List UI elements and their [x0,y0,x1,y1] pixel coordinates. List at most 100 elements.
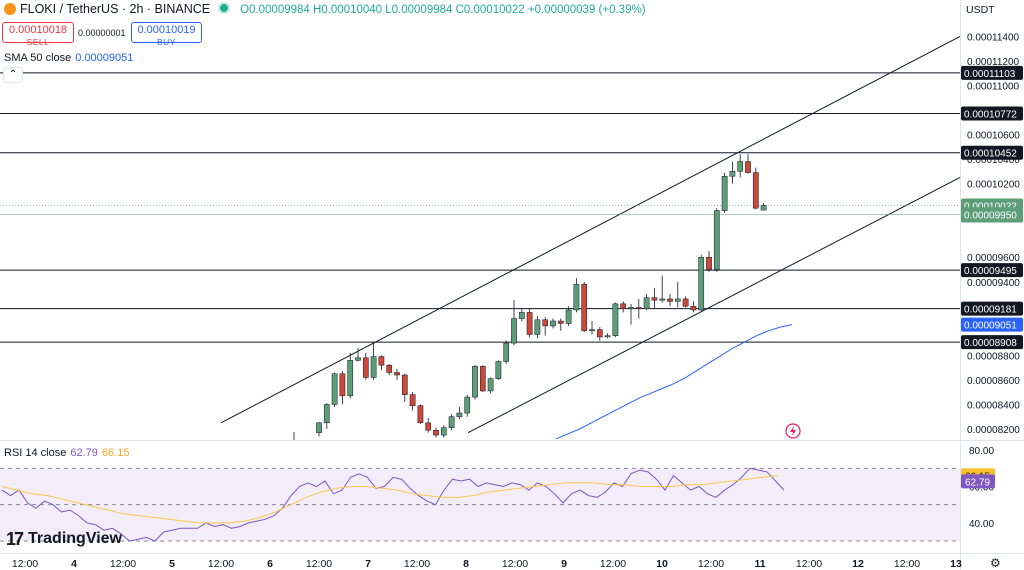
candle-body [378,356,385,366]
price-tick-label: 0.00010600 [967,131,1020,142]
main-pane [0,35,960,440]
candle-body [425,422,432,431]
rsi-ma-value: 66.15 [101,447,130,459]
sell-button[interactable]: 0.00010018 SELL [2,22,74,47]
candle-body [573,283,580,311]
coin-icon [4,3,16,15]
time-tick-label: 11 [754,558,765,570]
candle-body [347,360,354,397]
candle-body [386,364,393,373]
candle-body [401,374,408,395]
price-tick-label: 0.00009600 [967,253,1020,264]
candle-body [433,429,439,436]
sma-label: SMA 50 close [4,52,72,64]
candle-body [659,298,666,301]
candle-body [511,318,517,344]
candle-body [355,357,361,361]
level-price-tag [961,263,1023,278]
level-price-tag [961,301,1023,316]
candle-body [581,283,588,332]
time-tick-label: 7 [365,558,371,570]
candle-body [370,356,377,378]
rsi-tick-label: 40.00 [969,519,994,530]
sma-price-tag [961,317,1023,332]
candle-body [362,357,369,378]
sell-price: 0.00010018 [8,24,68,36]
rsi-value-tag [961,474,995,489]
candle-body [323,404,330,424]
axis-currency[interactable]: USDT [966,4,995,16]
candle-body [456,412,463,417]
level-price-tag [961,145,1023,160]
rsi-legend[interactable]: RSI 14 close 62.79 66.15 [4,447,129,459]
price-tick-label: 0.00011400 [967,32,1020,43]
candle-body [674,298,681,302]
time-tick-label: 12:00 [796,558,822,570]
price-tick-label: 0.00010400 [967,155,1020,166]
time-tick-label: 5 [169,558,175,570]
time-tick-label: 12:00 [698,558,724,570]
candle-body [589,329,595,332]
level-price-label: 0.00009495 [964,266,1017,277]
buy-price: 0.00010019 [137,24,196,36]
level-price-label: 0.00009181 [964,305,1017,316]
bid-price-label: 0.00009950 [964,210,1017,221]
symbol-header[interactable]: FLOKI / TetherUS · 2h · BINANCE O0.000099… [0,0,646,18]
candle-body [752,172,759,209]
channel-upper-line [220,35,960,424]
price-tick-label: 0.00011000 [967,81,1020,92]
sma-legend[interactable]: SMA 50 close 0.00009051 [4,52,133,64]
level-price-label: 0.00008908 [964,338,1017,349]
price-tick-label: 0.00010200 [967,180,1020,191]
tradingview-logo[interactable]: 17 TradingView [6,528,122,550]
candle-body [729,171,736,177]
candle-body [604,335,611,338]
candle-body [495,361,502,379]
level-price-tag [961,335,1023,350]
candle-body [682,298,689,307]
time-tick-label: 13 [950,558,962,570]
time-tick-label: 10 [656,558,668,570]
time-tick-label: 9 [561,558,567,570]
candle-body [448,416,455,428]
candle-body [612,303,619,336]
candle-body [643,297,650,309]
rsi-line [1,467,785,542]
time-tick-label: 12:00 [600,558,626,570]
candle-body [526,312,533,335]
sma-price-label: 0.00009051 [964,321,1017,332]
price-tick-label: 0.00008200 [967,425,1020,436]
time-tick-label: 12:00 [12,558,38,570]
candle-body [394,372,400,376]
rsi-label: RSI 14 close [4,447,67,459]
time-tick-label: 12:00 [208,558,234,570]
time-tick-label: 6 [267,558,273,570]
candle-body [620,303,627,309]
collapse-legend-button[interactable]: ⌃ [3,67,23,83]
ohlc-readout: O0.00009984 H0.00010040 L0.00009984 C0.0… [240,4,646,16]
lightning-icon [790,426,796,436]
candle-body [745,161,751,173]
level-price-label: 0.00010772 [964,109,1017,120]
rsi-value: 62.79 [70,447,98,459]
market-open-icon [218,2,231,14]
settings-gear-icon[interactable]: ⚙ [990,556,1001,570]
price-tick-label: 0.00011200 [967,57,1020,68]
buy-button[interactable]: 0.00010019 BUY [131,22,202,47]
candle-body [534,319,541,335]
buy-label: BUY [157,37,176,47]
time-tick-label: 12:00 [306,558,332,570]
last-price-label: 0.00010022 [964,201,1017,212]
level-price-label: 0.00011103 [964,69,1016,80]
sma-value: 0.00009051 [75,52,134,64]
time-tick-label: 12:00 [404,558,430,570]
time-tick-label: 4 [71,558,77,570]
level-price-tag [961,106,1023,121]
bid-price-tag [961,207,1023,222]
channel-lower-line [467,177,960,434]
candle-body [550,320,556,327]
candle-body [635,307,642,309]
candle-body [409,394,416,406]
candle-body [651,297,658,301]
